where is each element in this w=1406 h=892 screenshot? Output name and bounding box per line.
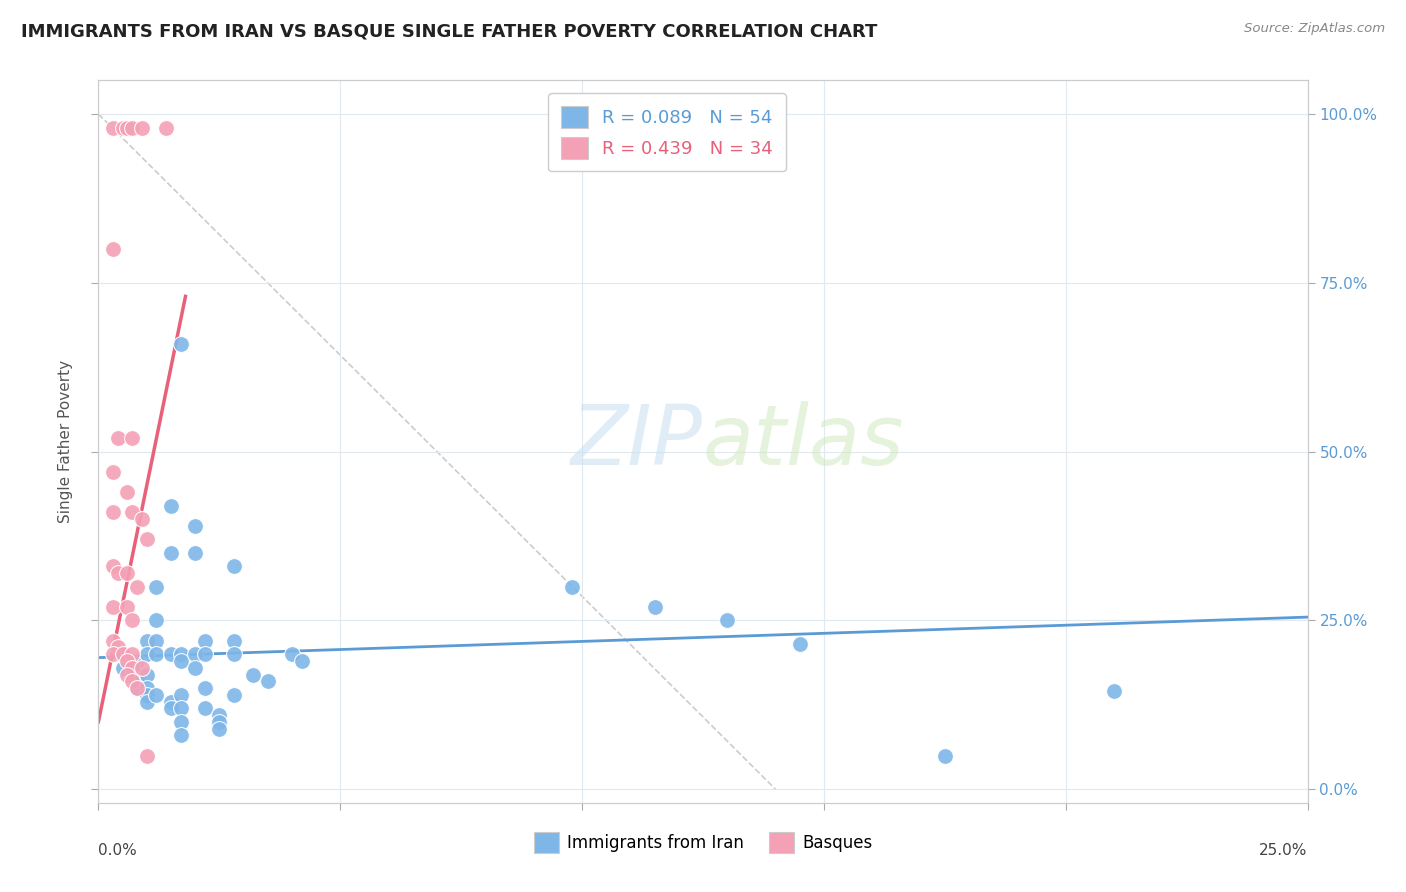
Text: IMMIGRANTS FROM IRAN VS BASQUE SINGLE FATHER POVERTY CORRELATION CHART: IMMIGRANTS FROM IRAN VS BASQUE SINGLE FA… — [21, 22, 877, 40]
Point — [194, 633, 217, 648]
Point — [127, 681, 149, 695]
Point — [127, 580, 149, 594]
Point — [194, 647, 217, 661]
Point — [169, 654, 191, 668]
Point — [135, 667, 157, 681]
Point — [169, 688, 191, 702]
Point — [561, 580, 583, 594]
Point — [194, 701, 217, 715]
Point — [101, 599, 124, 614]
Point — [121, 647, 143, 661]
Point — [290, 654, 312, 668]
Point — [135, 533, 157, 547]
Point — [145, 614, 167, 628]
Point — [169, 728, 191, 742]
Point — [160, 499, 183, 513]
Point — [101, 242, 124, 256]
Point — [155, 120, 177, 135]
Point — [111, 661, 134, 675]
Point — [256, 674, 278, 689]
Point — [101, 633, 124, 648]
Point — [1102, 684, 1125, 698]
Point — [131, 661, 153, 675]
Point — [222, 647, 245, 661]
Point — [934, 748, 956, 763]
Point — [145, 633, 167, 648]
Point — [127, 681, 149, 695]
Point — [111, 647, 134, 661]
Point — [131, 512, 153, 526]
Point — [121, 120, 143, 135]
Point — [184, 647, 207, 661]
Point — [101, 465, 124, 479]
Point — [135, 694, 157, 708]
Point — [135, 633, 157, 648]
Point — [160, 647, 183, 661]
Point — [121, 661, 143, 675]
Point — [222, 688, 245, 702]
Point — [117, 667, 139, 681]
Point — [169, 336, 191, 351]
Text: ZIP: ZIP — [571, 401, 703, 482]
Point — [121, 505, 143, 519]
Point — [101, 120, 124, 135]
Point — [145, 647, 167, 661]
Point — [184, 661, 207, 675]
Legend: Immigrants from Iran, Basques: Immigrants from Iran, Basques — [527, 826, 879, 860]
Point — [121, 614, 143, 628]
Point — [127, 674, 149, 689]
Point — [135, 681, 157, 695]
Point — [107, 566, 129, 581]
Point — [160, 701, 183, 715]
Point — [222, 633, 245, 648]
Point — [135, 688, 157, 702]
Point — [208, 714, 231, 729]
Point — [281, 647, 304, 661]
Point — [194, 681, 217, 695]
Point — [117, 485, 139, 500]
Point — [111, 120, 134, 135]
Point — [107, 431, 129, 445]
Point — [135, 748, 157, 763]
Point — [101, 647, 124, 661]
Point — [107, 640, 129, 655]
Point — [716, 614, 738, 628]
Point — [121, 431, 143, 445]
Point — [169, 701, 191, 715]
Text: atlas: atlas — [703, 401, 904, 482]
Point — [160, 694, 183, 708]
Point — [184, 546, 207, 560]
Text: 25.0%: 25.0% — [1260, 843, 1308, 858]
Point — [127, 654, 149, 668]
Point — [208, 722, 231, 736]
Point — [117, 654, 139, 668]
Point — [117, 566, 139, 581]
Point — [169, 647, 191, 661]
Text: Source: ZipAtlas.com: Source: ZipAtlas.com — [1244, 22, 1385, 36]
Text: 0.0%: 0.0% — [98, 843, 138, 858]
Point — [789, 637, 811, 651]
Point — [184, 519, 207, 533]
Point — [135, 647, 157, 661]
Point — [131, 120, 153, 135]
Point — [117, 120, 139, 135]
Point — [208, 708, 231, 723]
Point — [111, 647, 134, 661]
Point — [127, 667, 149, 681]
Point — [160, 546, 183, 560]
Point — [121, 674, 143, 689]
Point — [242, 667, 264, 681]
Point — [145, 688, 167, 702]
Point — [101, 505, 124, 519]
Point — [169, 714, 191, 729]
Point — [101, 559, 124, 574]
Point — [222, 559, 245, 574]
Point — [145, 580, 167, 594]
Y-axis label: Single Father Poverty: Single Father Poverty — [58, 360, 73, 523]
Point — [644, 599, 666, 614]
Point — [117, 599, 139, 614]
